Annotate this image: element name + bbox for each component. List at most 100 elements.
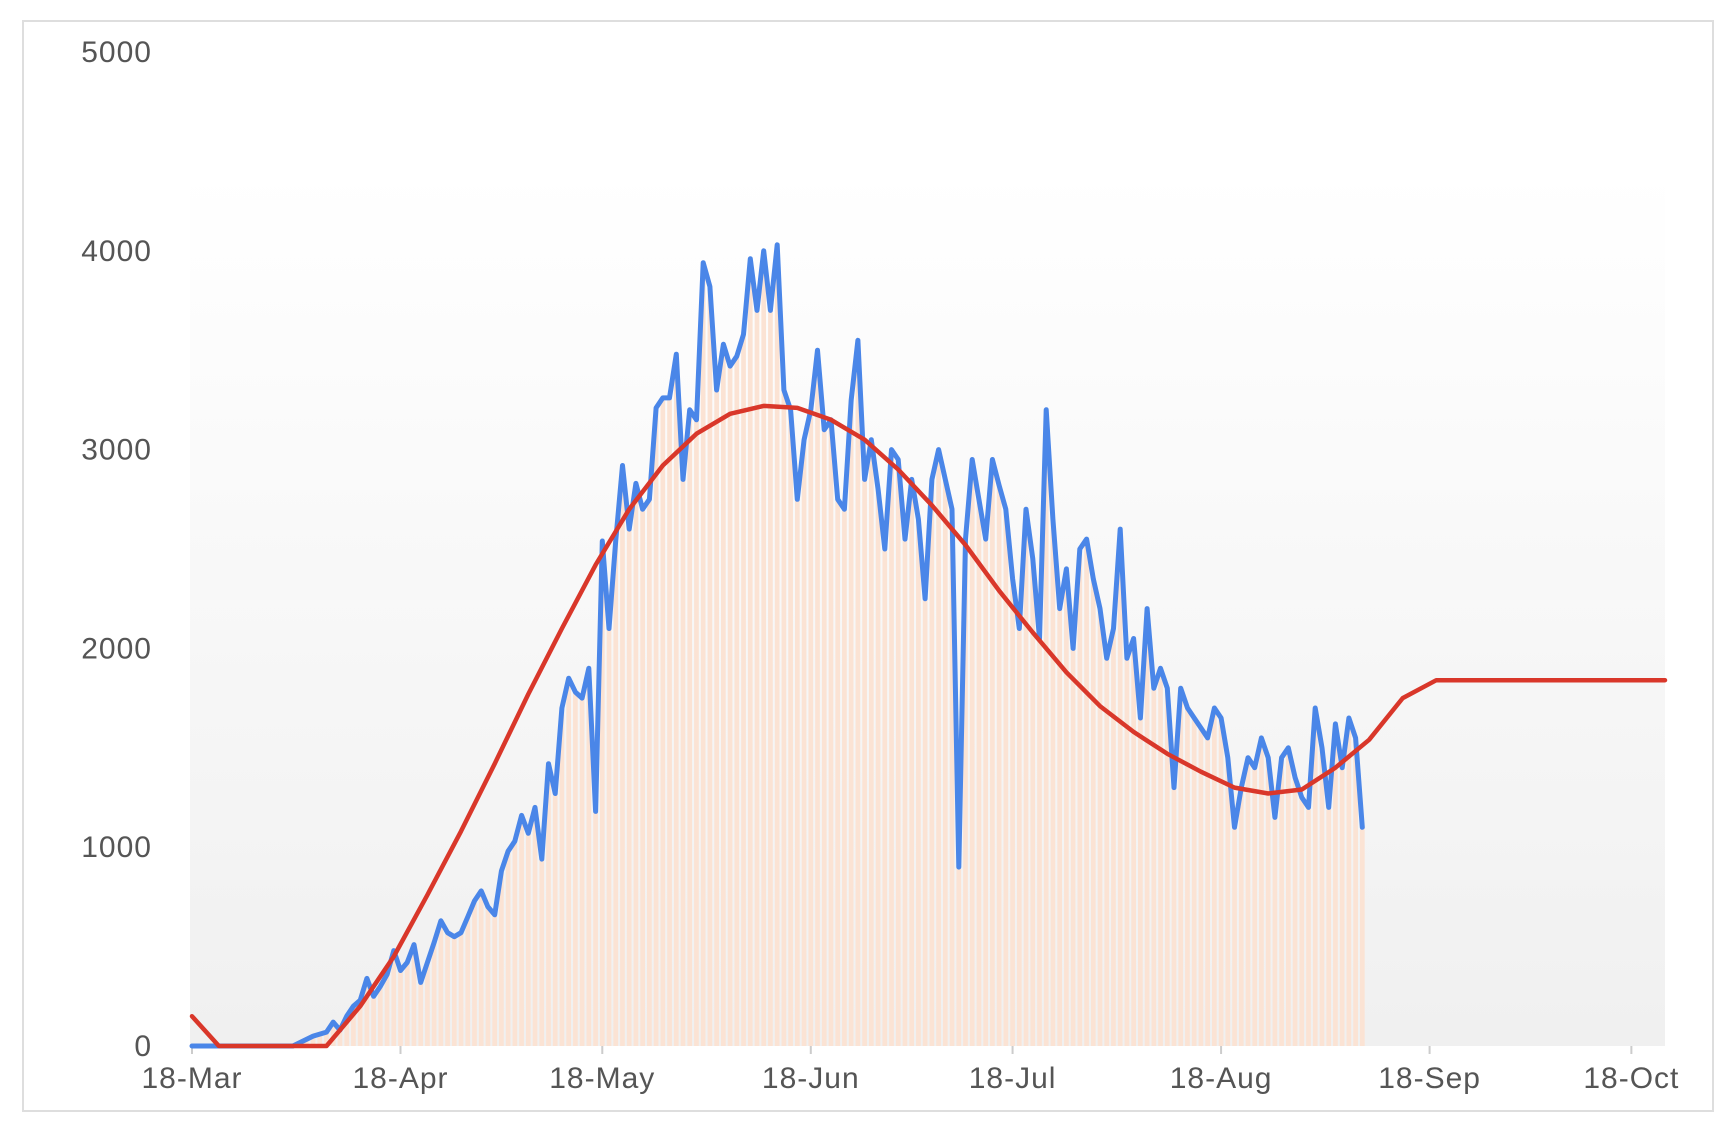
daily-bar — [882, 549, 888, 1046]
daily-bar — [1205, 737, 1210, 1046]
daily-bar — [969, 459, 975, 1046]
y-tick-label: 0 — [134, 1030, 152, 1063]
daily-bar — [478, 890, 484, 1046]
daily-bar — [1070, 648, 1076, 1046]
daily-bar — [1185, 708, 1190, 1046]
daily-bar — [963, 539, 968, 1046]
daily-bar — [741, 334, 746, 1046]
daily-bars — [297, 244, 1365, 1047]
daily-bar — [458, 932, 464, 1046]
daily-bar — [794, 499, 800, 1046]
daily-bar — [1158, 668, 1163, 1046]
daily-bar — [324, 1032, 329, 1046]
daily-bar — [1346, 717, 1352, 1046]
daily-bar — [714, 389, 719, 1047]
daily-bar — [727, 366, 733, 1046]
daily-bar — [754, 310, 760, 1046]
daily-bar — [1326, 807, 1332, 1046]
daily-bar — [996, 485, 1002, 1046]
daily-bar — [687, 409, 693, 1047]
daily-bar — [949, 509, 955, 1046]
daily-bar — [1265, 757, 1271, 1046]
daily-bar — [1245, 757, 1251, 1046]
daily-bar — [1164, 688, 1170, 1046]
daily-bar — [1124, 658, 1130, 1046]
daily-bar — [505, 851, 511, 1046]
x-tick-label: 18-Jun — [762, 1062, 860, 1095]
daily-bar — [680, 479, 686, 1046]
daily-bar — [391, 950, 397, 1046]
daily-bar — [344, 1016, 350, 1046]
daily-bar — [1353, 737, 1358, 1046]
daily-bar — [1064, 568, 1069, 1046]
daily-bar — [801, 439, 807, 1046]
daily-bar — [539, 859, 545, 1046]
daily-bar — [1131, 638, 1136, 1046]
daily-bar — [1111, 628, 1116, 1046]
daily-bar — [1050, 519, 1056, 1046]
daily-bar — [781, 389, 787, 1047]
daily-bar — [485, 906, 491, 1046]
daily-bar — [1333, 723, 1338, 1046]
daily-bar — [620, 465, 625, 1046]
daily-bar — [929, 479, 935, 1046]
daily-bar — [431, 942, 437, 1046]
daily-bar — [573, 692, 578, 1046]
daily-bar — [552, 793, 558, 1046]
x-tick-label: 18-Oct — [1583, 1062, 1679, 1095]
daily-bar — [351, 1006, 356, 1046]
daily-bar — [1299, 797, 1305, 1046]
daily-bar — [492, 914, 498, 1046]
daily-bar — [821, 429, 827, 1047]
daily-bar — [1010, 578, 1015, 1046]
daily-bar — [1359, 827, 1365, 1046]
daily-bar — [1171, 787, 1177, 1046]
daily-bar — [734, 356, 740, 1046]
daily-bar — [1252, 767, 1258, 1046]
daily-bar — [1023, 509, 1029, 1046]
daily-bar — [707, 286, 713, 1047]
daily-bar — [1259, 737, 1264, 1046]
daily-bar — [1232, 827, 1237, 1046]
daily-bar — [593, 811, 598, 1046]
daily-bar — [1285, 747, 1291, 1046]
daily-bar — [922, 598, 928, 1046]
daily-bar — [1212, 708, 1217, 1046]
x-tick-label: 18-Apr — [352, 1062, 448, 1095]
daily-bar — [990, 459, 995, 1046]
daily-bar — [1272, 817, 1278, 1046]
daily-bar — [788, 409, 793, 1047]
daily-bar — [512, 841, 518, 1046]
daily-bar — [1339, 767, 1345, 1046]
daily-bar — [337, 1030, 343, 1046]
x-tick-label: 18-May — [549, 1062, 655, 1095]
series-lines — [189, 242, 1668, 1049]
daily-bar — [774, 244, 780, 1046]
daily-bar — [566, 678, 572, 1046]
daily-bar — [303, 1039, 309, 1046]
daily-bar — [626, 529, 632, 1046]
daily-bar — [1030, 558, 1036, 1046]
daily-bar — [895, 459, 901, 1046]
daily-bar — [330, 1022, 336, 1046]
daily-bar — [465, 916, 471, 1046]
y-tick-label: 4000 — [81, 235, 152, 268]
daily-bar — [1104, 658, 1110, 1046]
daily-bar — [694, 419, 699, 1046]
daily-bar — [613, 541, 619, 1046]
daily-bar — [579, 698, 585, 1046]
daily-bar — [1238, 787, 1244, 1046]
daily-bar — [472, 900, 477, 1046]
daily-bar — [640, 509, 645, 1046]
daily-bar — [1218, 717, 1224, 1046]
daily-bar — [599, 541, 605, 1046]
daily-bar — [956, 867, 962, 1046]
y-axis-ticks: 0 1000 2000 3000 4000 5000 — [81, 36, 152, 1063]
daily-bar — [586, 668, 592, 1046]
daily-bar — [1077, 549, 1083, 1046]
daily-bar — [815, 350, 820, 1046]
daily-bar — [499, 871, 504, 1046]
daily-bar — [761, 250, 767, 1047]
daily-bar — [828, 419, 834, 1046]
